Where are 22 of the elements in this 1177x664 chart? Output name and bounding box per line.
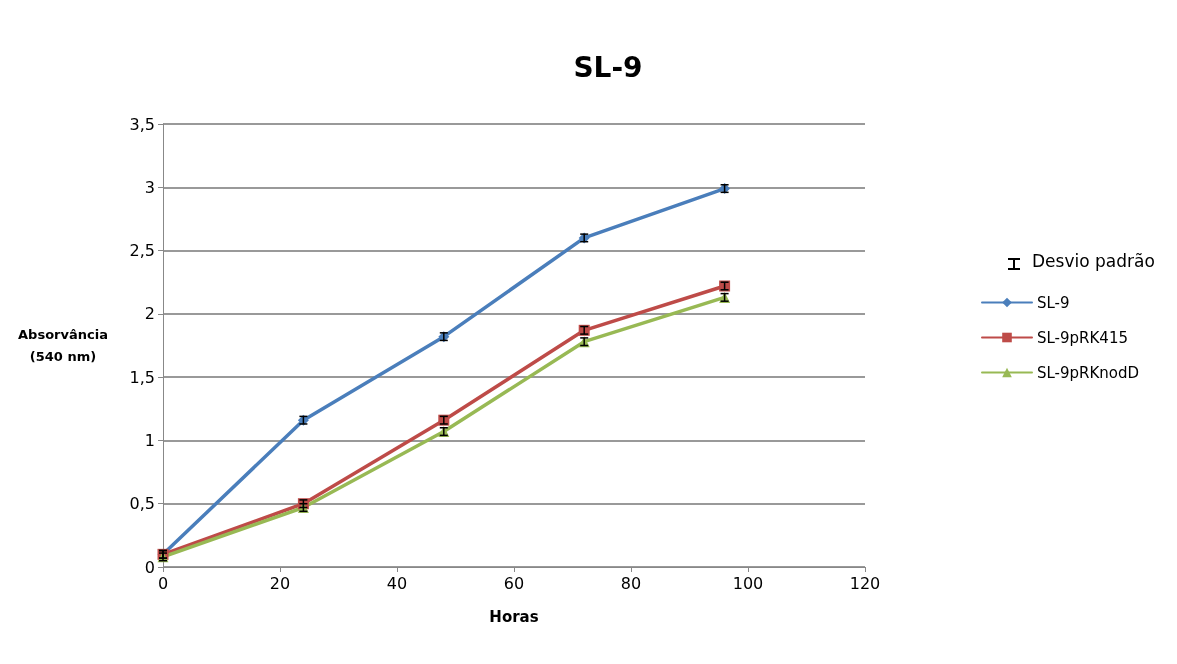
y-tick-label: 2 <box>144 304 155 324</box>
y-tick-label: 1 <box>144 430 155 450</box>
y-tick-label: 0,5 <box>129 494 155 514</box>
legend-label: SL-9 <box>1037 293 1070 312</box>
chart-title: SL-9 <box>573 50 643 84</box>
x-tick-label: 120 <box>849 573 881 593</box>
x-tick-label: 60 <box>503 573 525 593</box>
y-tick-label: 2,5 <box>129 241 155 261</box>
x-tick-label: 80 <box>620 573 642 593</box>
y-tick-label: 3 <box>144 177 155 197</box>
x-axis-title: Horas <box>489 607 539 626</box>
x-tick-label: 20 <box>269 573 291 593</box>
legend-label: SL-9pRK415 <box>1037 328 1128 347</box>
y-tick-label: 1,5 <box>129 367 155 387</box>
y-tick-label: 3,5 <box>129 114 155 134</box>
x-tick-label: 0 <box>157 573 169 593</box>
legend-label: SL-9pRKnodD <box>1037 363 1140 382</box>
y-tick-label: 0 <box>144 557 155 577</box>
x-tick-label: 40 <box>386 573 408 593</box>
x-tick-label: 100 <box>732 573 764 593</box>
y-axis-title: Absorvância (540 nm) <box>17 326 109 366</box>
legend-title: Desvio padrão <box>1032 250 1155 271</box>
